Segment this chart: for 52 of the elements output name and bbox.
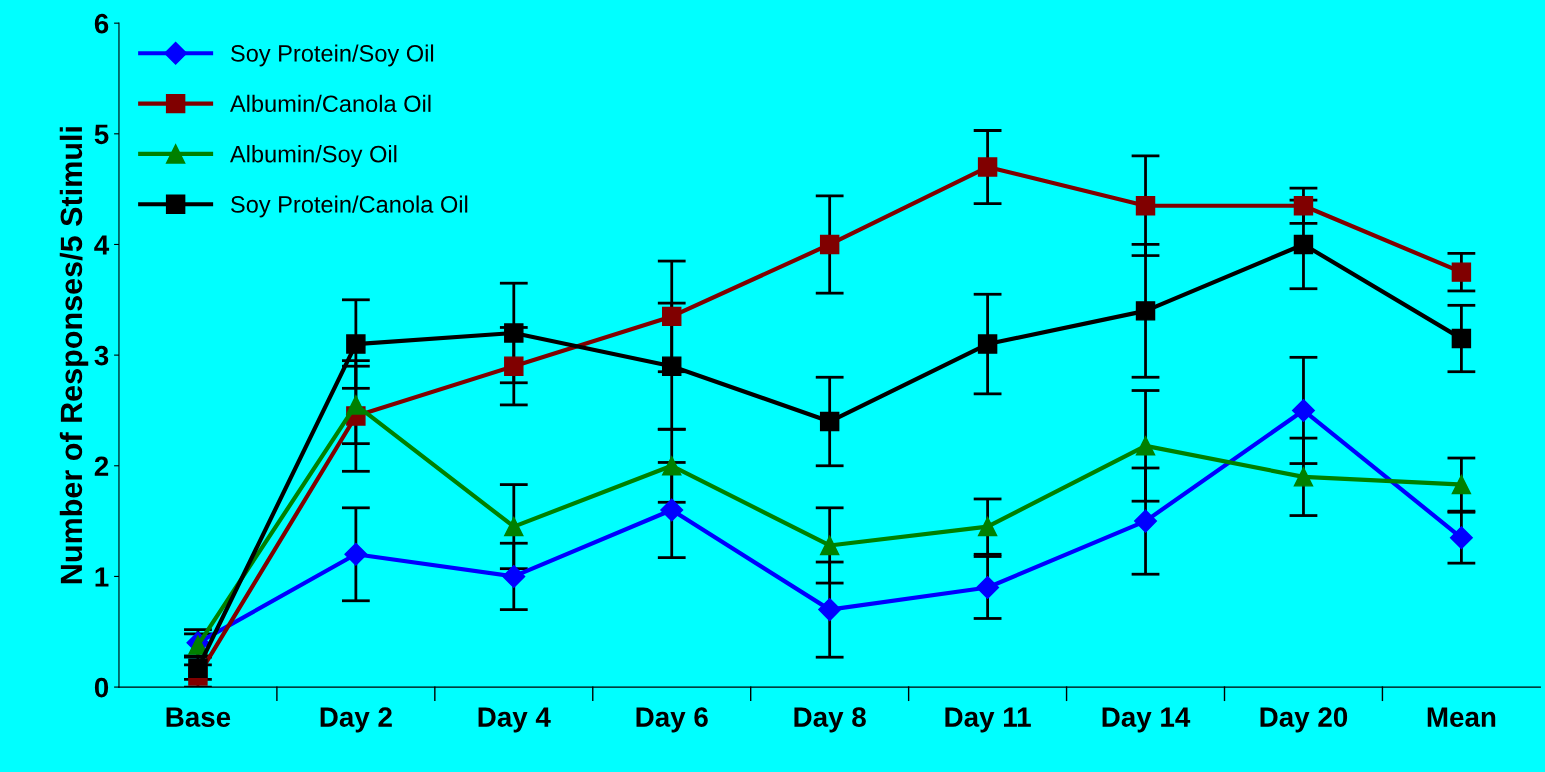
point (1135, 196, 1156, 216)
point (976, 575, 1000, 599)
y-tick-label: 2 (94, 456, 109, 476)
x-tick-label: Day 11 (945, 707, 1031, 733)
point (344, 542, 368, 566)
point (662, 456, 682, 476)
point (504, 356, 524, 376)
x-tick-label: Day 20 (1260, 707, 1348, 733)
y-tick-label: 0 (94, 677, 109, 698)
point (1451, 262, 1472, 282)
point (502, 564, 526, 588)
point (660, 498, 684, 522)
legend-label: Soy Protein/Soy Oil (231, 44, 434, 67)
x-tick-label: Day 14 (1102, 707, 1191, 733)
point (1135, 301, 1156, 321)
point (1134, 509, 1158, 533)
x-tick-label: Day 2 (320, 707, 392, 733)
point (819, 234, 840, 255)
y-tick-label: 6 (94, 13, 109, 34)
point (346, 395, 366, 415)
point (1291, 398, 1315, 422)
x-tick-label: Mean (1427, 707, 1496, 727)
point (1293, 196, 1314, 216)
x-tick-label: Day 4 (478, 707, 551, 733)
legend-label: Soy Protein/Canola Oil (231, 195, 468, 218)
y-tick-label: 3 (94, 345, 109, 366)
legend-label: Albumin/Soy Oil (229, 145, 397, 168)
point (1293, 467, 1314, 487)
point (1293, 234, 1314, 255)
x-tick-label: Day 6 (636, 707, 708, 733)
point (346, 334, 366, 354)
x-tick-label: Day 8 (794, 707, 866, 733)
point (977, 334, 998, 354)
point (1451, 328, 1472, 349)
point (819, 411, 840, 432)
point (977, 516, 998, 537)
y-axis-title: Number of Responses/5 Stimuli (59, 127, 89, 584)
point (1135, 436, 1156, 456)
point (977, 157, 998, 177)
point (819, 535, 840, 556)
point (1449, 526, 1473, 550)
x-tick-label: Base (166, 707, 231, 727)
y-tick-label: 5 (94, 124, 109, 145)
y-tick-label: 4 (94, 235, 110, 255)
point (662, 356, 682, 376)
point (504, 516, 524, 537)
point (662, 306, 682, 327)
point (818, 598, 842, 622)
legend-label: Albumin/Canola Oil (229, 94, 431, 113)
point (504, 323, 524, 343)
point (1451, 474, 1472, 495)
y-tick-label: 1 (95, 567, 109, 587)
